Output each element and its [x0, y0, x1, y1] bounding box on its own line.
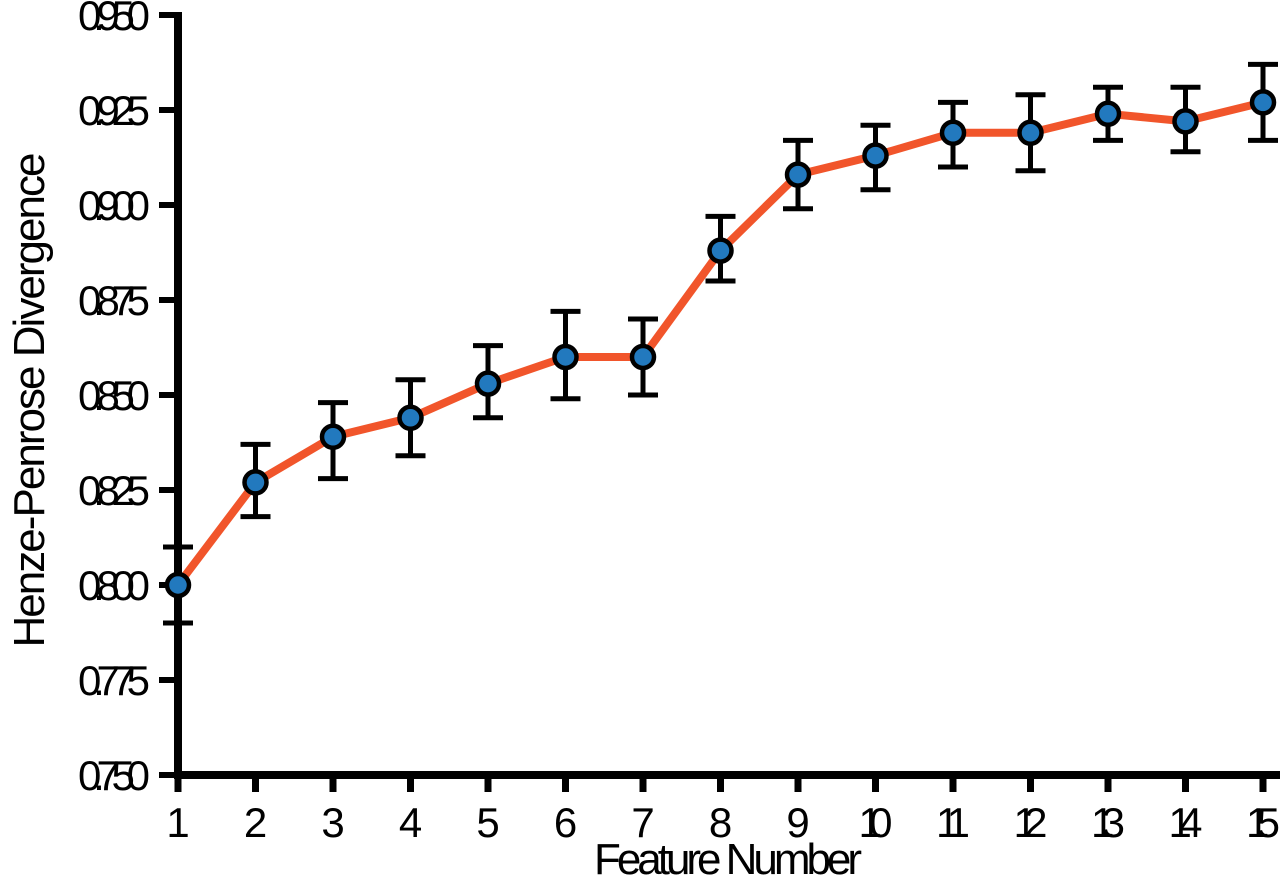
data-point	[707, 237, 734, 264]
x-tick-label: 4	[399, 799, 422, 846]
x-tick-label: 6	[554, 799, 577, 846]
x-tick-label: 11	[936, 799, 970, 846]
y-tick-label: 0.775	[78, 657, 150, 704]
data-point	[784, 161, 812, 188]
y-tick-label: 0.950	[78, 0, 150, 39]
data-point	[629, 343, 657, 371]
data-point	[552, 343, 579, 371]
x-tick-label: 15	[1246, 799, 1280, 846]
x-tick-label: 5	[476, 799, 499, 846]
data-point	[242, 469, 269, 496]
data-point	[1172, 108, 1199, 135]
y-tick-label: 0.925	[78, 87, 150, 134]
y-tick-label: 0.825	[78, 467, 150, 514]
y-tick-label: 0.800	[78, 562, 150, 609]
y-tick-label: 0.750	[78, 752, 150, 799]
series-line	[174, 98, 1264, 588]
y-tick-label: 0.850	[78, 372, 150, 419]
x-tick-label: 10	[859, 799, 893, 846]
x-tick-label: 2	[244, 799, 267, 846]
x-tick-label: 14	[1169, 799, 1203, 846]
data-point	[474, 370, 502, 397]
x-tick-label: 7	[631, 799, 654, 846]
data-point	[319, 423, 347, 451]
y-tick-label: 0.875	[78, 277, 150, 324]
x-tick-label: 3	[321, 799, 344, 846]
y-axis-label: Henze-Penrose Divergence	[5, 153, 54, 648]
data-point	[164, 571, 192, 599]
data-point	[939, 119, 967, 147]
data-point	[397, 404, 424, 432]
data-point	[1094, 100, 1122, 128]
x-tick-label: 13	[1091, 799, 1125, 846]
data-point	[1017, 119, 1044, 147]
data-point	[862, 142, 889, 169]
data-point	[1249, 89, 1277, 116]
x-tick-label: 9	[786, 799, 809, 846]
x-tick-label: 8	[709, 799, 732, 846]
x-tick-label: 1	[166, 799, 189, 846]
y-tick-label: 0.900	[78, 182, 150, 229]
x-axis-label: Feature Number	[594, 835, 862, 884]
x-tick-label: 12	[1014, 799, 1048, 846]
